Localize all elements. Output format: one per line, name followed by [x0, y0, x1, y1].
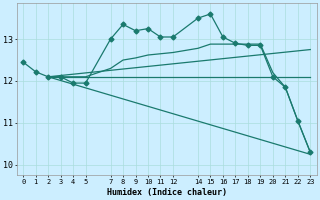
X-axis label: Humidex (Indice chaleur): Humidex (Indice chaleur)	[107, 188, 227, 197]
